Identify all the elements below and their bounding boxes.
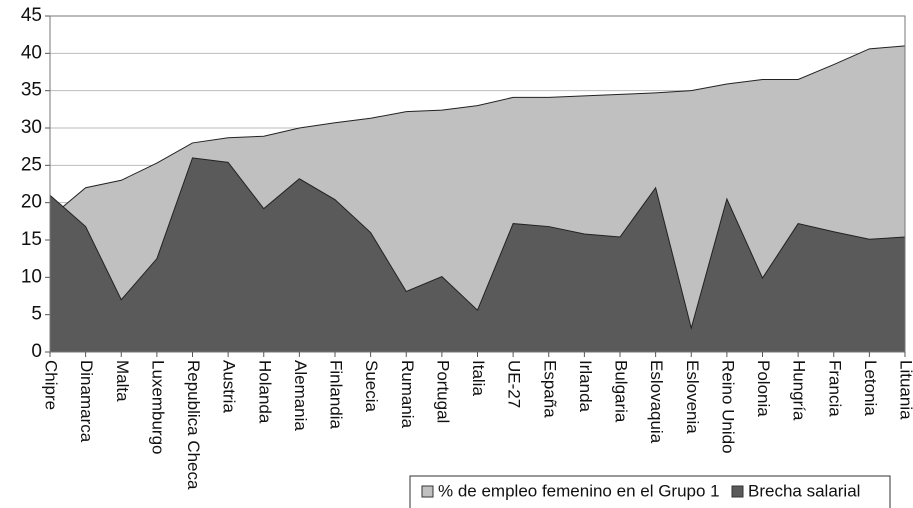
x-tick-label: España [540,360,559,418]
x-tick-label: Republica Checa [184,360,203,490]
x-tick-label: Hungría [790,360,809,421]
x-tick-label: Luxemburgo [148,360,167,455]
y-tick-label: 45 [21,5,42,26]
y-tick-label: 20 [21,192,42,213]
y-tick-label: 40 [21,42,42,63]
x-tick-label: Polonia [754,360,773,417]
legend-swatch [731,485,744,498]
x-tick-label: Holanda [255,360,274,424]
x-tick-label: Eslovaquia [647,360,666,444]
x-tick-label: Italia [469,360,488,396]
x-tick-label: Bulgaria [612,360,631,423]
x-tick-label: Finlandia [327,360,346,430]
y-tick-label: 5 [31,304,42,325]
y-tick-label: 0 [31,341,42,362]
x-tick-label: Reino Unido [718,360,737,454]
x-tick-label: Austria [220,360,239,413]
x-tick-label: Suecia [362,360,381,413]
legend-swatch [421,485,434,498]
x-tick-label: Malta [113,360,132,402]
legend-label: Brecha salarial [748,481,860,500]
area-line [49,45,906,218]
legend-box [409,475,891,508]
y-tick-label: 35 [21,80,42,101]
x-tick-label: Dinamarca [77,360,96,443]
legend-label: % de empleo femenino en el Grupo 1 [438,481,720,500]
x-tick-label: Irlanda [576,360,595,413]
y-tick-label: 15 [21,229,42,250]
x-tick-label: Rumania [398,360,417,429]
y-tick-label: 10 [21,266,42,287]
x-tick-label: Alemania [291,360,310,431]
x-tick-label: Francia [825,360,844,417]
area-line [49,157,906,331]
x-tick-label: Lituania [897,360,913,420]
y-tick-label: 30 [21,117,42,138]
area-fill [50,157,905,352]
x-tick-label: Eslovenia [683,360,702,434]
x-tick-label: Letonia [861,360,880,416]
x-tick-label: Chipre [42,360,61,410]
x-tick-label: UE-27 [505,360,524,408]
y-tick-label: 25 [21,154,42,175]
x-tick-label: Portugal [433,360,452,423]
